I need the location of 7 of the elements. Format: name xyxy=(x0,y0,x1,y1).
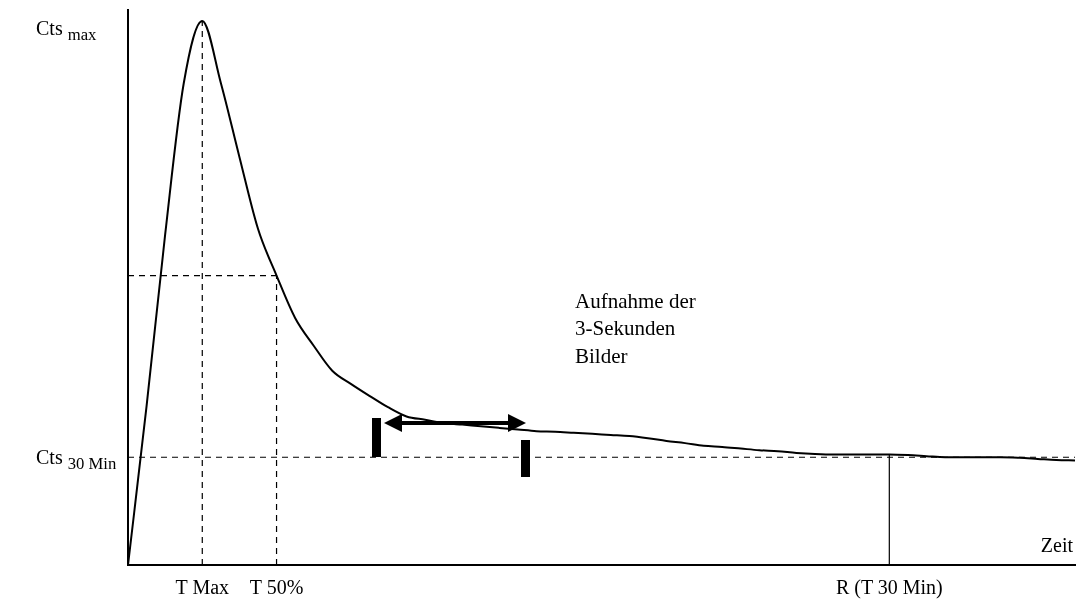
x-axis-title: Zeit xyxy=(1040,534,1074,557)
text: Cts $_{max}$ xyxy=(36,17,97,44)
x-tick-label: R (T 30 Min) xyxy=(835,576,943,600)
annotation: Aufnahme der 3-Sekunden Bilder xyxy=(575,288,697,370)
x-tick-label: T Max xyxy=(175,576,230,599)
ref-line-label: Cts $_{30 Min}$ xyxy=(36,446,117,474)
x-tick-label: T 50% xyxy=(249,576,304,599)
